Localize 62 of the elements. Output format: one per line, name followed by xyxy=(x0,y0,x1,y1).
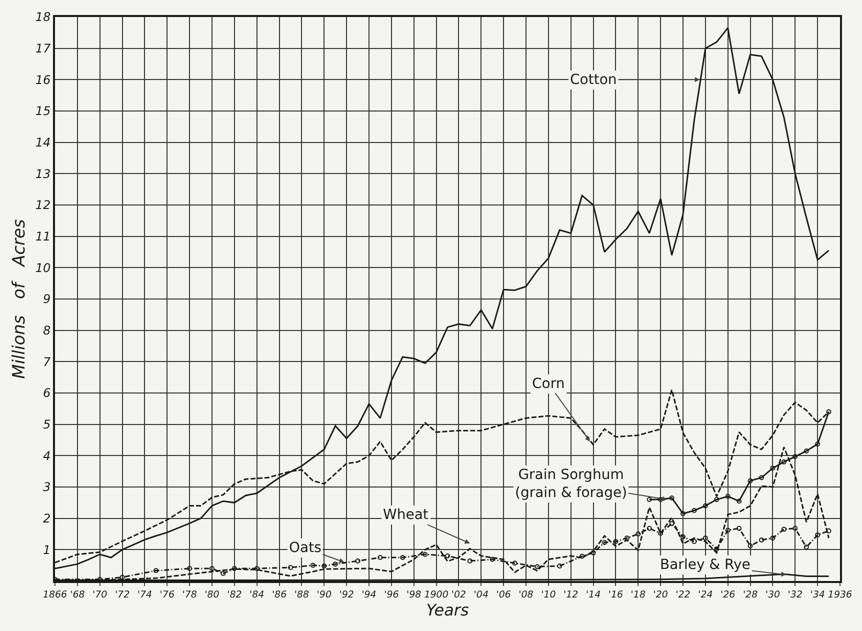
x-tick-label: '98 xyxy=(406,589,422,600)
y-tick-label: 18 xyxy=(35,10,51,24)
x-tick-label: 1866 xyxy=(42,589,68,600)
annotation: Corn xyxy=(532,376,565,392)
x-tick-label: '14 xyxy=(586,589,601,600)
x-tick-label: '72 xyxy=(114,589,130,600)
x-tick-label: '04 xyxy=(474,589,488,600)
y-tick-label: 16 xyxy=(35,72,51,87)
x-tick-label: '22 xyxy=(676,589,690,600)
annotation: Barley & Rye xyxy=(660,557,750,573)
x-tick-label: '82 xyxy=(227,589,242,600)
y-axis-title: Millions of Acres xyxy=(9,219,30,379)
x-tick-label: '08 xyxy=(518,589,534,600)
x-tick-label: '28 xyxy=(742,589,758,600)
y-tick-label: 5 xyxy=(42,418,51,432)
x-tick-label: '30 xyxy=(765,589,780,600)
x-tick-label: '24 xyxy=(698,589,713,600)
y-tick-label: 6 xyxy=(42,386,51,400)
x-tick-label: '06 xyxy=(496,589,511,600)
x-tick-label: '32 xyxy=(788,589,802,600)
x-tick-label: '70 xyxy=(92,589,108,600)
x-tick-label: '02 xyxy=(451,589,466,600)
x-tick-label: '88 xyxy=(294,589,310,600)
annotation: Cotton xyxy=(570,72,617,88)
y-tick-label: 4 xyxy=(42,448,51,463)
y-tick-label: 13 xyxy=(35,166,51,181)
y-tick-label: 1 xyxy=(42,542,51,557)
annotation: Wheat xyxy=(383,507,429,523)
x-tick-label: '18 xyxy=(630,589,646,600)
x-axis-title: Years xyxy=(426,600,469,620)
x-tick-label: '80 xyxy=(204,589,220,600)
x-tick-label: '26 xyxy=(720,589,736,600)
y-tick-label: 10 xyxy=(35,260,51,275)
y-tick-label: 2 xyxy=(42,512,51,526)
x-tick-label: '16 xyxy=(608,589,624,600)
y-tick-label: 12 xyxy=(35,198,51,212)
x-tick-label: '96 xyxy=(384,589,399,600)
x-tick-label: '78 xyxy=(182,589,197,600)
x-tick-label: '74 xyxy=(137,589,152,600)
x-tick-label: '86 xyxy=(272,589,287,600)
x-tick-label: '90 xyxy=(316,589,332,600)
y-tick-label: 8 xyxy=(42,324,51,338)
x-tick-label: '76 xyxy=(160,589,174,600)
y-tick-label: 3 xyxy=(42,480,51,494)
x-tick-label: '84 xyxy=(250,589,264,600)
y-tick-label: 17 xyxy=(35,42,51,56)
x-tick-label: 1936 xyxy=(828,589,852,600)
x-tick-label: '94 xyxy=(362,589,376,600)
y-tick-label: 7 xyxy=(42,354,51,369)
x-tick-label: 1900 xyxy=(424,589,448,600)
x-tick-label: '20 xyxy=(653,589,668,600)
y-tick-label: 14 xyxy=(35,136,51,150)
y-tick-label: 9 xyxy=(42,292,51,306)
y-tick-label: 11 xyxy=(35,230,51,244)
x-tick-label: '34 xyxy=(810,589,825,600)
annotation: Grain Sorghum (grain & forage) xyxy=(515,467,628,502)
x-tick-label: '68 xyxy=(70,589,85,600)
y-tick-label: 15 xyxy=(35,104,51,118)
x-tick-label: '10 xyxy=(541,589,556,600)
x-tick-label: '12 xyxy=(564,589,578,600)
x-tick-label: '92 xyxy=(339,589,354,600)
annotation: Oats xyxy=(289,540,322,556)
